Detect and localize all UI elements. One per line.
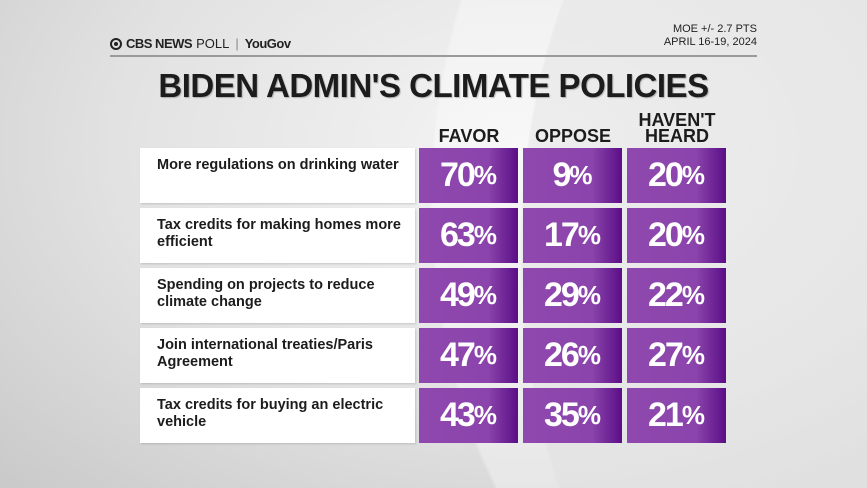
column-header-havent-heard: HAVEN'T HEARD (638, 110, 716, 146)
logo-separator: | (235, 36, 239, 51)
value-cell-oppose: 35% (523, 388, 622, 443)
percent-sign: % (473, 280, 497, 310)
percent-sign: % (577, 280, 601, 310)
percent-sign: % (473, 400, 497, 430)
row-label: More regulations on drinking water (140, 148, 415, 203)
percent-sign: % (473, 220, 497, 250)
logo-poll: POLL (196, 36, 230, 51)
table-row: More regulations on drinking water 70% 9% 2… (140, 148, 727, 203)
percent-sign: % (473, 160, 497, 190)
value-cell-havent-heard: 27% (627, 328, 726, 383)
percent-sign: % (569, 160, 593, 190)
poll-dates: APRIL 16-19, 2024 (663, 36, 757, 48)
table-row: Spending on projects to reduce climate c… (140, 268, 727, 323)
table-row: Join international treaties/Paris Agreem… (140, 328, 727, 383)
row-label: Join international treaties/Paris Agreem… (140, 328, 415, 383)
value-cell-havent-heard: 20% (627, 148, 726, 203)
chart-title: BIDEN ADMIN'S CLIMATE POLICIES (158, 67, 709, 104)
percent-sign: % (681, 220, 705, 250)
value-cell-havent-heard: 20% (627, 208, 726, 263)
percent-sign: % (577, 340, 601, 370)
value-cell-oppose: 26% (523, 328, 622, 383)
table-row: Tax credits for buying an electric vehic… (140, 388, 727, 443)
value-cell-favor: 63% (419, 208, 518, 263)
percent-sign: % (681, 160, 705, 190)
column-header-favor: FAVOR (438, 126, 500, 146)
value-cell-favor: 70% (419, 148, 518, 203)
value-cell-favor: 43% (419, 388, 518, 443)
percent-sign: % (681, 400, 705, 430)
row-label: Tax credits for making homes more effici… (140, 208, 415, 263)
percent-sign: % (681, 280, 705, 310)
cbs-eye-icon (110, 37, 122, 50)
value-cell-favor: 47% (419, 328, 518, 383)
percent-sign: % (473, 340, 497, 370)
table-row: Tax credits for making homes more effici… (140, 208, 727, 263)
percent-sign: % (681, 340, 705, 370)
cbs-news-poll-logo: CBS NEWS POLL | YouGov (110, 36, 291, 51)
value-cell-havent-heard: 22% (627, 268, 726, 323)
row-label: Spending on projects to reduce climate c… (140, 268, 415, 323)
value-cell-oppose: 17% (523, 208, 622, 263)
value-cell-oppose: 9% (523, 148, 622, 203)
value-cell-oppose: 29% (523, 268, 622, 323)
poll-meta: MOE +/- 2.7 PTS APRIL 16-19, 2024 (664, 23, 757, 49)
header-divider (110, 55, 757, 57)
column-header-oppose: OPPOSE (534, 126, 612, 146)
value-cell-havent-heard: 21% (627, 388, 726, 443)
row-label: Tax credits for buying an electric vehic… (140, 388, 415, 443)
percent-sign: % (577, 400, 601, 430)
logo-partner: YouGov (244, 36, 291, 51)
margin-of-error: MOE +/- 2.7 PTS (672, 23, 757, 35)
value-cell-favor: 49% (419, 268, 518, 323)
percent-sign: % (577, 220, 601, 250)
logo-brand: CBS NEWS (126, 36, 193, 51)
